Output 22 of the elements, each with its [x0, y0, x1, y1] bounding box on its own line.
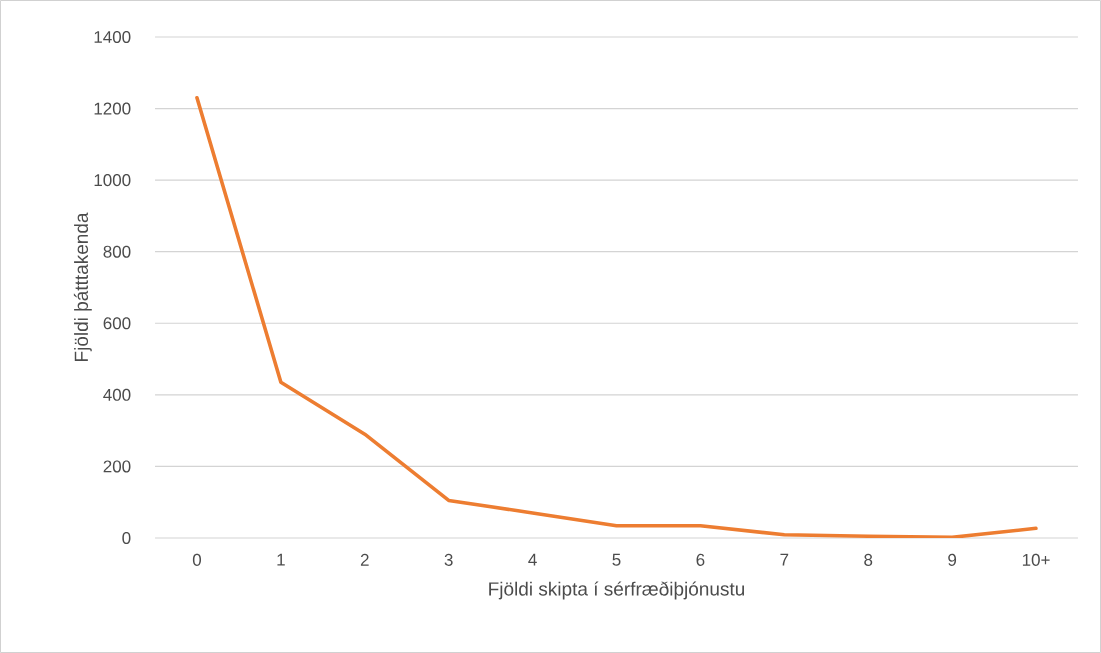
- x-tick-label: 4: [528, 553, 537, 566]
- x-tick-label: 2: [360, 553, 369, 566]
- x-tick-label: 7: [780, 553, 789, 566]
- x-tick-label: 10+: [1022, 553, 1050, 566]
- y-tick-label: 0: [122, 531, 131, 545]
- line-series: [195, 96, 1038, 538]
- y-tick-label: 1000: [94, 174, 131, 187]
- y-tick-label: 1200: [94, 102, 131, 115]
- x-tick-label: 6: [696, 553, 705, 566]
- y-axis-title: Fjöldi þátttakenda: [73, 212, 92, 361]
- x-tick-label: 3: [444, 553, 453, 566]
- y-tick-label: 200: [103, 460, 131, 473]
- y-tick-label: 800: [103, 245, 131, 258]
- x-tick-label: 0: [192, 553, 202, 566]
- x-tick-label: 8: [864, 553, 873, 566]
- x-tick-label: 5: [612, 553, 621, 566]
- y-tick-label: 600: [103, 317, 131, 330]
- x-tick-label: 1: [277, 553, 285, 566]
- x-axis-title: Fjöldi skipta í sérfræðiþjónustu: [489, 581, 745, 600]
- y-tick-label: 1400: [94, 30, 131, 44]
- y-tick-label: 400: [103, 388, 131, 401]
- x-tick-label: 9: [948, 553, 957, 566]
